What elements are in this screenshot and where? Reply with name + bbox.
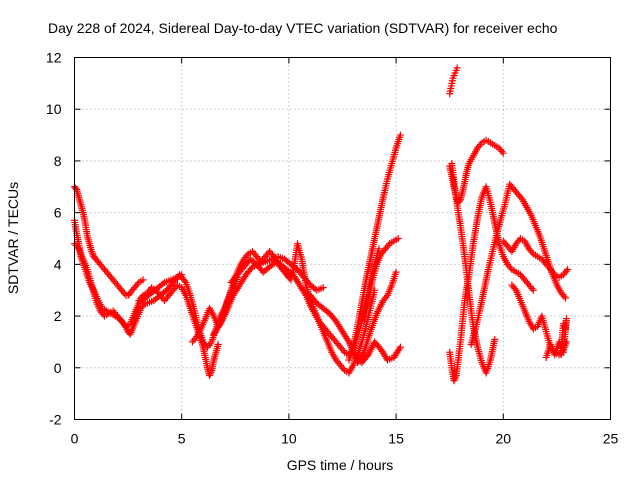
data-point — [88, 247, 96, 255]
plot-frame — [74, 57, 611, 420]
data-point — [127, 328, 135, 336]
data-point — [159, 280, 167, 288]
data-point — [562, 267, 570, 275]
y-tick-label: 12 — [46, 50, 62, 66]
data-point — [517, 194, 525, 202]
y-tick-label: 10 — [46, 101, 62, 117]
data-point — [139, 276, 147, 284]
y-tick-label: 4 — [54, 256, 62, 272]
data-point — [268, 251, 276, 259]
data-point — [72, 184, 80, 192]
data-point — [395, 345, 403, 353]
data-point — [133, 280, 141, 288]
data-point — [73, 243, 81, 251]
chart-title: Day 228 of 2024, Sidereal Day-to-day VTE… — [48, 20, 558, 36]
data-point — [339, 347, 347, 355]
series-sat-k — [345, 131, 404, 364]
data-point — [499, 149, 507, 157]
y-tick-label: 2 — [54, 308, 62, 324]
data-point — [451, 373, 459, 381]
data-point — [207, 368, 215, 376]
data-point — [382, 293, 390, 301]
series-sat-n — [446, 64, 461, 98]
data-point — [319, 284, 327, 292]
data-point — [88, 249, 96, 257]
data-point — [214, 341, 222, 349]
series-sat-a — [71, 183, 147, 299]
data-points — [71, 64, 572, 385]
data-point — [528, 248, 536, 256]
data-point — [453, 64, 461, 72]
x-tick-label: 15 — [388, 431, 404, 447]
data-point — [451, 375, 459, 383]
y-tick-label: -2 — [49, 412, 62, 428]
data-point — [181, 277, 189, 285]
data-point — [511, 284, 519, 292]
y-axis-label: SDTVAR / TECUs — [5, 182, 21, 294]
data-point — [491, 335, 499, 343]
data-point — [138, 293, 146, 301]
x-tick-label: 0 — [71, 431, 79, 447]
data-point — [498, 147, 506, 155]
data-point — [206, 372, 214, 380]
data-point — [339, 365, 347, 373]
data-point — [450, 377, 458, 385]
x-tick-label: 20 — [496, 431, 512, 447]
data-point — [191, 334, 199, 342]
series-sat-u — [542, 315, 571, 361]
y-tick-label: 0 — [54, 360, 62, 376]
y-tick-labels: -2 0 2 4 6 8 10 12 — [46, 50, 62, 428]
x-tick-labels: 0 5 10 15 20 25 — [71, 431, 619, 447]
data-point — [396, 131, 404, 139]
x-tick-label: 25 — [603, 431, 619, 447]
y-tick-label: 8 — [54, 153, 62, 169]
data-point — [557, 351, 565, 359]
data-point — [564, 266, 572, 274]
x-tick-label: 5 — [178, 431, 186, 447]
data-point — [392, 268, 400, 276]
data-point — [394, 235, 402, 242]
data-point — [126, 330, 134, 338]
data-point — [301, 290, 309, 298]
series-sat-c — [71, 240, 186, 330]
data-point — [375, 245, 383, 253]
data-point — [128, 327, 136, 335]
data-point — [206, 340, 214, 348]
data-point — [243, 252, 251, 260]
data-point — [529, 286, 537, 294]
data-point — [506, 264, 514, 272]
x-axis-label: GPS time / hours — [287, 457, 394, 473]
series-sat-g — [210, 253, 327, 338]
axis-ticks — [74, 57, 611, 420]
data-point — [396, 343, 404, 351]
data-point — [549, 269, 557, 277]
y-tick-label: 6 — [54, 205, 62, 221]
data-point — [344, 336, 352, 344]
series-sat-r — [467, 180, 569, 349]
data-point — [215, 322, 223, 330]
data-point — [560, 292, 568, 300]
data-point — [206, 370, 214, 378]
series-sat-l — [360, 235, 402, 325]
data-point — [384, 241, 392, 249]
series-sat-s — [499, 235, 572, 281]
series-sat-m — [354, 268, 400, 367]
data-point — [359, 350, 367, 358]
x-tick-label: 10 — [281, 431, 297, 447]
data-point — [561, 294, 569, 302]
data-point — [528, 284, 536, 292]
data-point — [476, 141, 484, 149]
